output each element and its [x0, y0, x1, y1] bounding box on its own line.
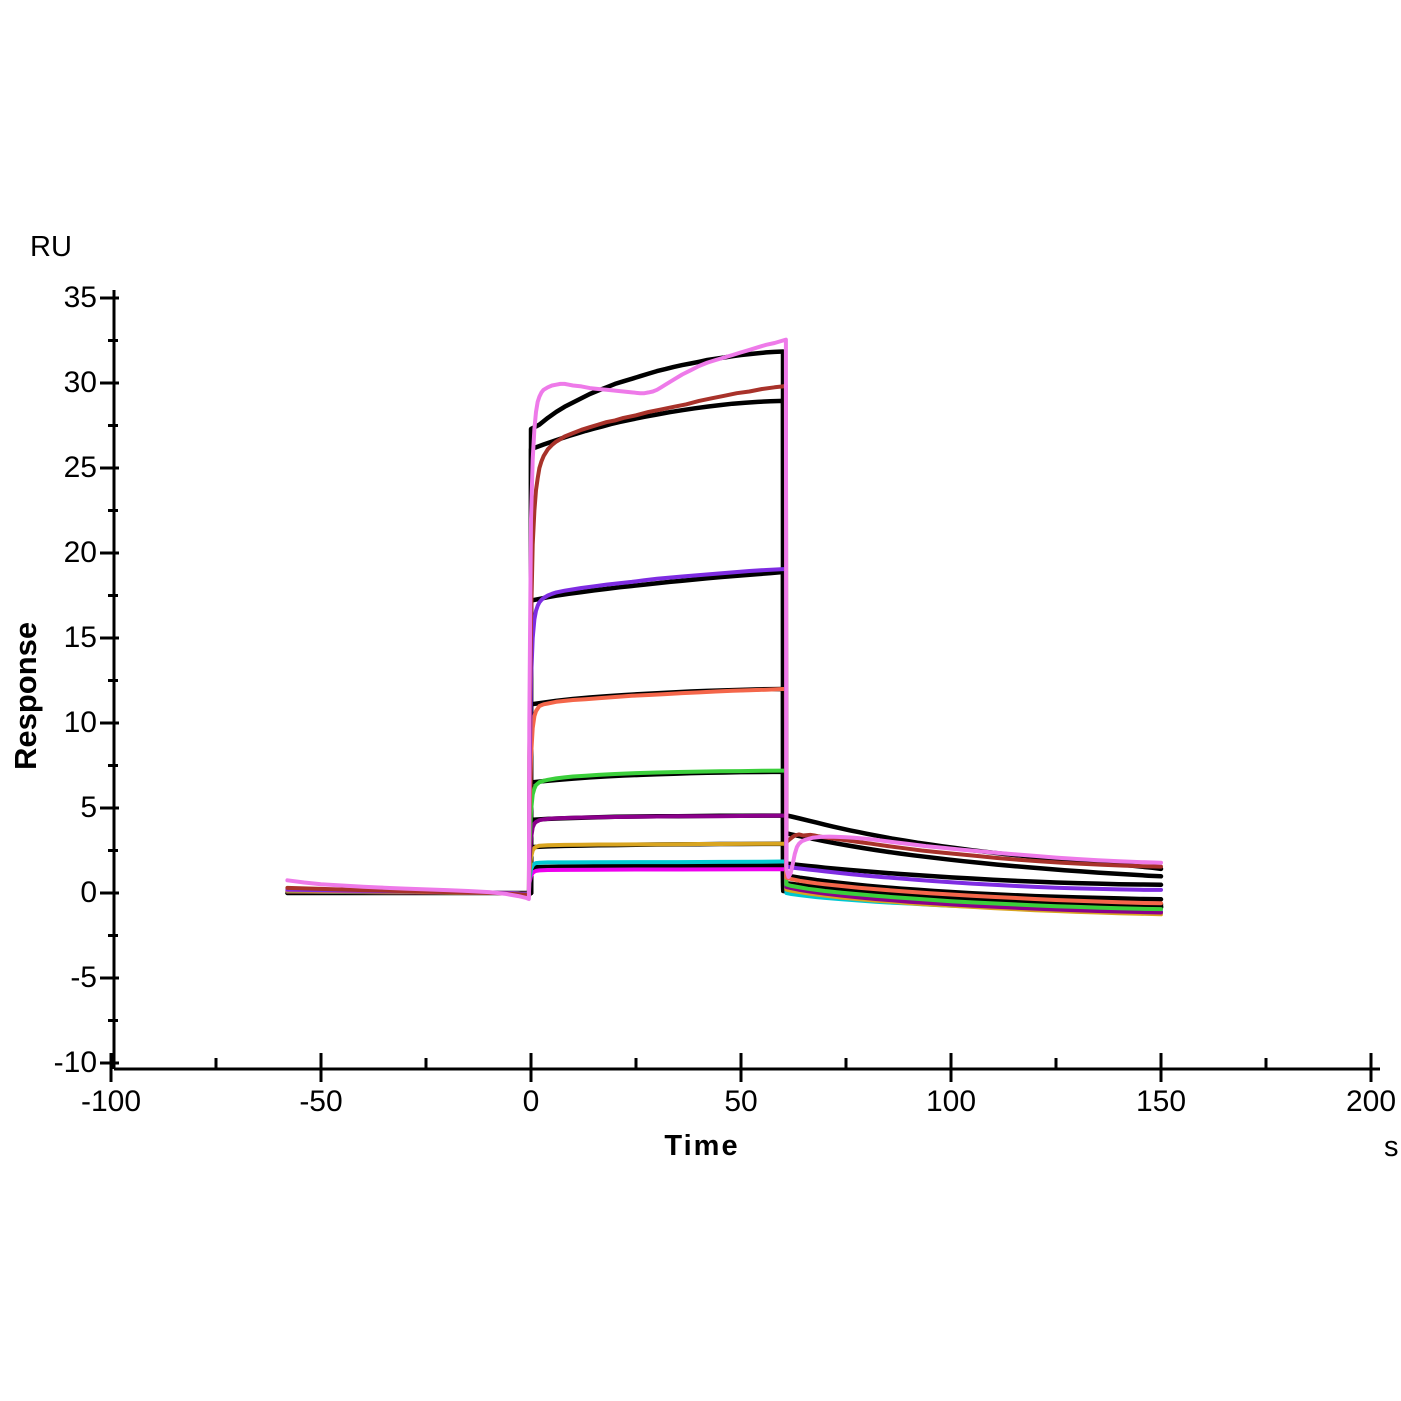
y-tick-label: 10	[63, 706, 97, 739]
x-tick-label: -50	[299, 1085, 343, 1118]
series-fit-2	[528, 398, 1164, 896]
y-tick-label: 15	[63, 621, 97, 654]
series-measured-purple	[285, 567, 1163, 897]
y-tick-label: -5	[70, 961, 97, 994]
y-axis-unit-label: RU	[30, 231, 72, 263]
y-tick-label: 35	[63, 281, 97, 314]
series-measured-dark-magenta	[285, 813, 1163, 915]
y-tick-label: 25	[63, 451, 97, 484]
series-measured-violet	[285, 337, 1163, 901]
x-tick-label: -100	[80, 1085, 142, 1118]
x-tick-label: 100	[925, 1085, 977, 1118]
y-tick-label: 30	[63, 366, 97, 399]
y-tick-label: 5	[80, 791, 97, 824]
y-tick-label: -10	[53, 1046, 97, 1079]
x-tick-label: 200	[1345, 1085, 1397, 1118]
x-axis-title: Time	[664, 1130, 740, 1162]
series-fit-1-highest	[285, 349, 1164, 896]
y-tick-label: 0	[80, 876, 97, 909]
x-tick-label: 150	[1135, 1085, 1187, 1118]
x-tick-label: 0	[522, 1085, 540, 1118]
x-tick-label: 50	[724, 1085, 758, 1118]
x-axis-unit-label: s	[1384, 1131, 1399, 1163]
series-measured-tomato	[285, 687, 1163, 906]
series-measured-dark-red	[285, 383, 1163, 899]
series-measured-green	[285, 768, 1163, 912]
y-tick-label: 20	[63, 536, 97, 569]
